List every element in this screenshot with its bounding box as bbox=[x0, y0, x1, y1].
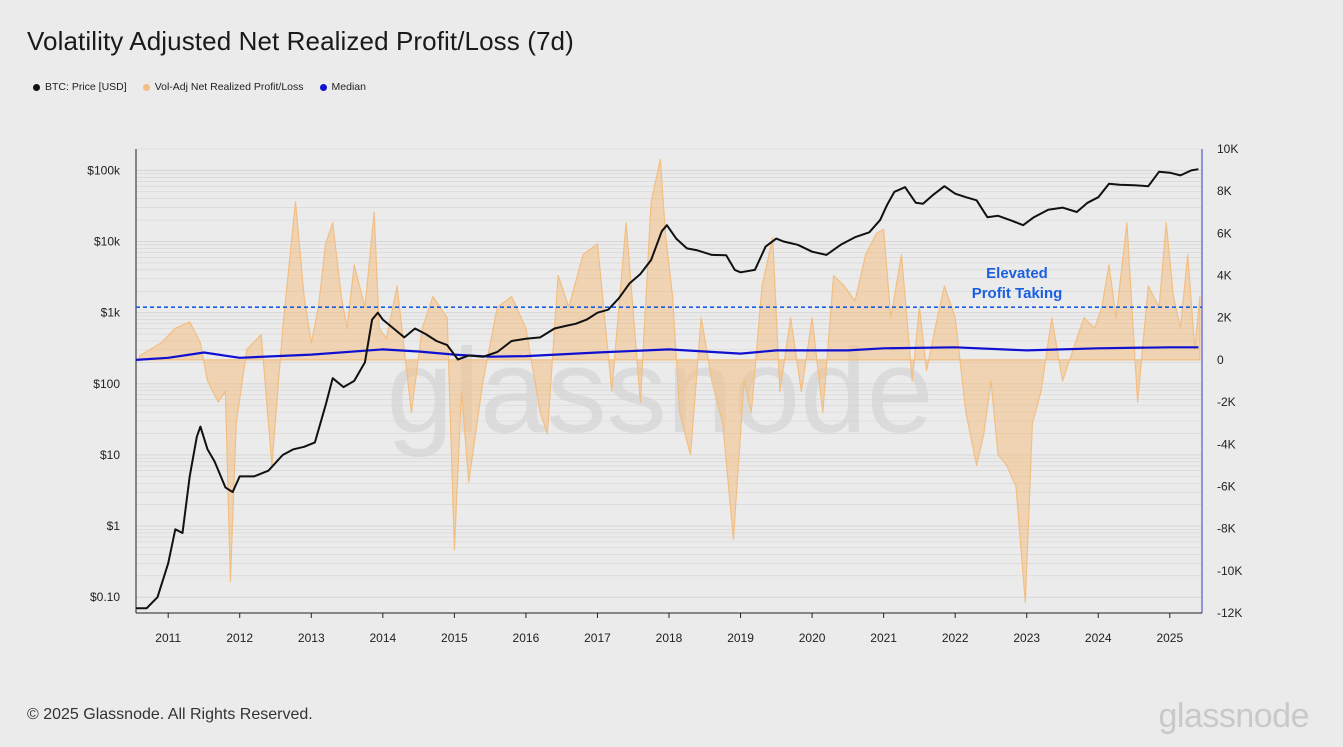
y-right-tick-label: -4K bbox=[1217, 437, 1236, 451]
x-tick-label: 2014 bbox=[369, 631, 396, 645]
series-median-line bbox=[135, 346, 1199, 361]
y-right-tick-label: 4K bbox=[1217, 269, 1232, 283]
x-tick-label: 2024 bbox=[1085, 631, 1112, 645]
legend-label-nrpl: Vol-Adj Net Realized Profit/Loss bbox=[154, 81, 304, 93]
y-left-tick-label: $0.10 bbox=[90, 590, 120, 604]
x-tick-label: 2021 bbox=[870, 631, 897, 645]
y-right-tick-label: -10K bbox=[1217, 564, 1242, 578]
brand-logo: glassnode bbox=[1158, 697, 1309, 735]
x-tick-label: 2020 bbox=[799, 631, 826, 645]
x-tick-label: 2011 bbox=[155, 631, 181, 645]
chart-legend: BTC: Price [USD] Vol-Adj Net Realized Pr… bbox=[33, 81, 366, 93]
legend-item-nrpl[interactable]: Vol-Adj Net Realized Profit/Loss bbox=[142, 81, 304, 93]
x-tick-label: 2019 bbox=[727, 631, 754, 645]
y-right-tick-label: 2K bbox=[1217, 311, 1232, 325]
y-left-tick-label: $1k bbox=[101, 306, 121, 320]
x-tick-label: 2016 bbox=[513, 631, 540, 645]
legend-dot-price bbox=[33, 83, 40, 91]
annotation-elevated: Elevated bbox=[986, 265, 1048, 282]
legend-label-median: Median bbox=[331, 81, 366, 93]
y-right-tick-label: 0 bbox=[1217, 353, 1224, 367]
y-left-tick-label: $10k bbox=[94, 235, 121, 249]
y-right-tick-label: 6K bbox=[1217, 226, 1232, 240]
y-right-tick-label: 8K bbox=[1217, 184, 1232, 198]
x-tick-label: 2025 bbox=[1156, 631, 1183, 645]
y-right-tick-label: 10K bbox=[1217, 142, 1238, 156]
x-tick-label: 2018 bbox=[656, 631, 683, 645]
chart-title: Volatility Adjusted Net Realized Profit/… bbox=[27, 26, 574, 56]
x-tick-label: 2012 bbox=[226, 631, 253, 645]
copyright-text: © 2025 Glassnode. All Rights Reserved. bbox=[27, 706, 313, 723]
legend-dot-nrpl bbox=[142, 83, 150, 91]
y-left-tick-label: $1 bbox=[107, 519, 121, 533]
y-right-tick-label: -6K bbox=[1217, 479, 1236, 493]
x-tick-label: 2013 bbox=[298, 631, 325, 645]
y-right-tick-label: -8K bbox=[1217, 522, 1236, 536]
series-price-line bbox=[136, 168, 1199, 610]
y-left-tick-label: $100k bbox=[87, 163, 121, 177]
annotation-profit-taking: Profit Taking bbox=[972, 285, 1063, 302]
y-right-tick-label: -2K bbox=[1217, 395, 1236, 409]
legend-item-median[interactable]: Median bbox=[319, 81, 366, 93]
x-tick-label: 2022 bbox=[942, 631, 969, 645]
y-left-tick-label: $10 bbox=[100, 448, 120, 462]
x-tick-label: 2015 bbox=[441, 631, 468, 645]
legend-dot-median bbox=[319, 83, 327, 91]
x-tick-label: 2023 bbox=[1013, 631, 1040, 645]
y-left-tick-label: $100 bbox=[93, 377, 120, 391]
legend-item-price[interactable]: BTC: Price [USD] bbox=[33, 81, 127, 93]
x-tick-label: 2017 bbox=[584, 631, 611, 645]
y-right-tick-label: -12K bbox=[1217, 606, 1242, 620]
legend-label-price: BTC: Price [USD] bbox=[45, 81, 127, 93]
